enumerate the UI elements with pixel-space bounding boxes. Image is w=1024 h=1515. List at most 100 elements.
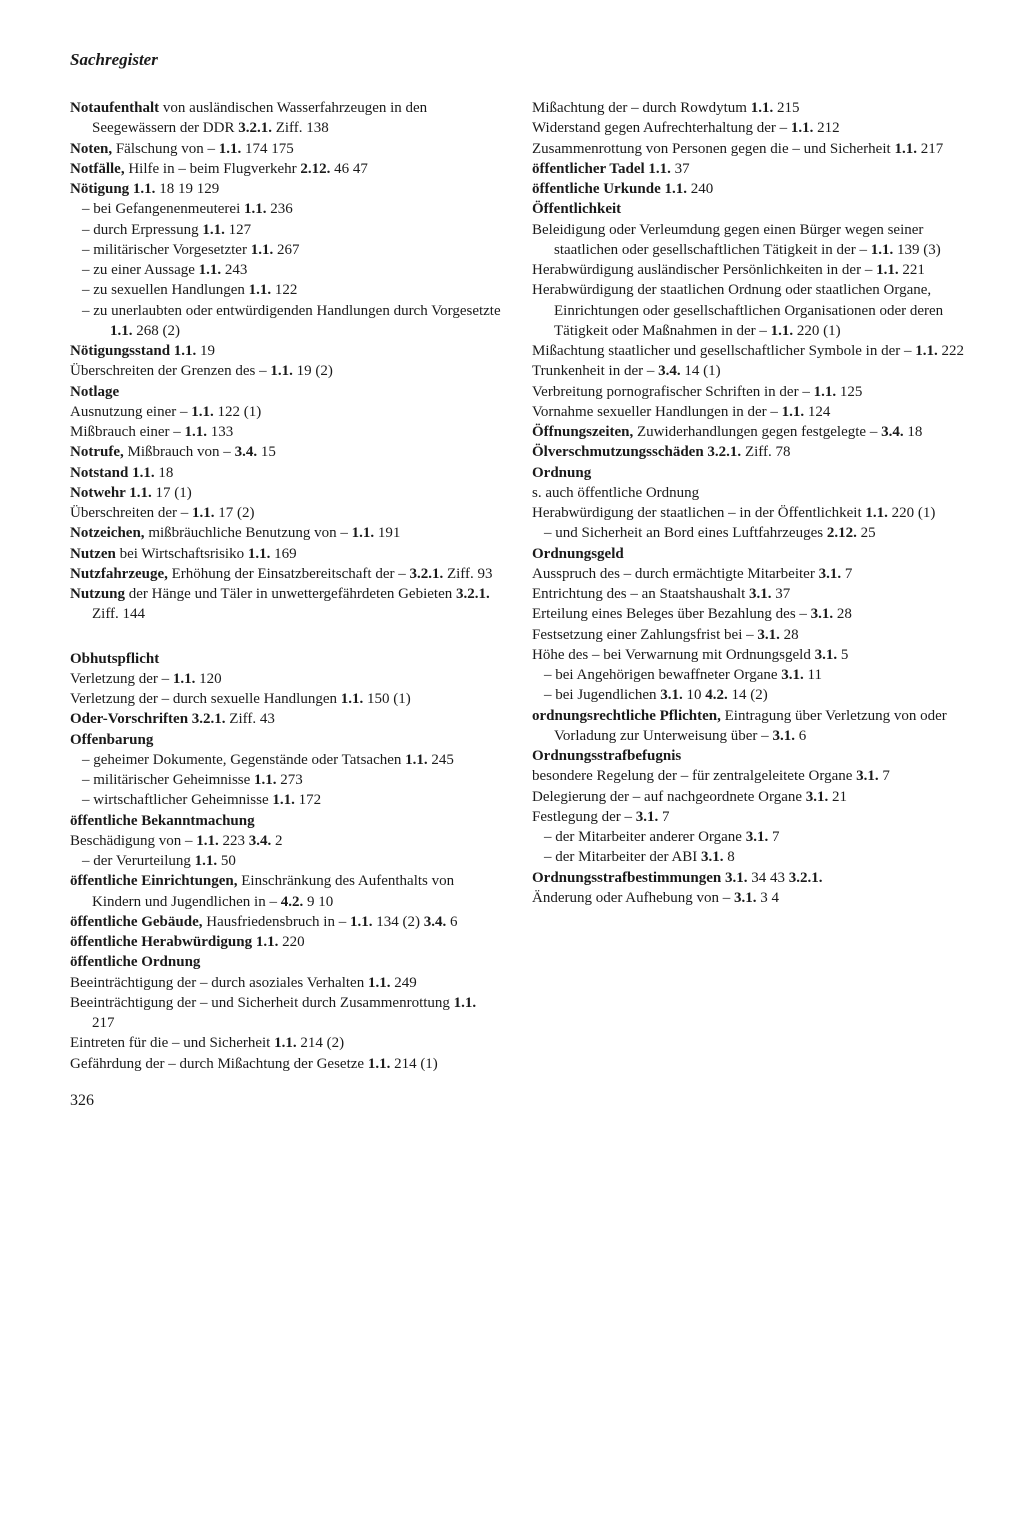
- index-entry: – und Sicherheit an Bord eines Luftfahrz…: [532, 523, 964, 543]
- bold-text: Nutzfahrzeuge,: [70, 566, 168, 582]
- index-entry: – durch Erpressung 1.1. 127: [70, 220, 502, 240]
- index-entry: öffentliche Gebäude, Hausfriedensbruch i…: [70, 912, 502, 932]
- index-entry: – zu sexuellen Handlungen 1.1. 122: [70, 280, 502, 300]
- index-entry: Höhe des – bei Verwarnung mit Ordnungsge…: [532, 645, 964, 665]
- bold-text: 3.1.: [636, 809, 659, 825]
- index-entry: öffentliche Ordnung: [70, 952, 502, 972]
- index-entry: – der Mitarbeiter anderer Organe 3.1. 7: [532, 827, 964, 847]
- bold-text: 1.1.: [202, 222, 225, 238]
- index-entry: Nutzfahrzeuge, Erhöhung der Einsatzberei…: [70, 564, 502, 584]
- bold-text: 1.1.: [270, 363, 293, 379]
- index-entry: Notstand 1.1. 18: [70, 463, 502, 483]
- bold-text: 1.1.: [876, 262, 899, 278]
- index-entry: Öffnungszeiten, Zuwiderhandlungen gegen …: [532, 422, 964, 442]
- index-entry: Beschädigung von – 1.1. 223 3.4. 2: [70, 831, 502, 851]
- bold-text: öffentliche Einrichtungen,: [70, 873, 238, 889]
- bold-text: Ölverschmutzungsschäden 3.2.1.: [532, 444, 741, 460]
- bold-text: öffentliche Gebäude,: [70, 914, 203, 930]
- bold-text: 1.1.: [219, 141, 242, 157]
- index-entry: Oder-Vorschriften 3.2.1. Ziff. 43: [70, 709, 502, 729]
- index-entry: Ordnungsgeld: [532, 544, 964, 564]
- bold-text: 3.1.: [757, 627, 780, 643]
- bold-text: Ordnungsgeld: [532, 546, 624, 562]
- bold-text: 1.1.: [251, 242, 274, 258]
- bold-text: 3.1.: [772, 728, 795, 744]
- bold-text: 1.1.: [454, 995, 477, 1011]
- index-entry: Obhutspflicht: [70, 649, 502, 669]
- bold-text: 1.1.: [894, 141, 917, 157]
- index-entry: Beeinträchtigung der – durch asoziales V…: [70, 973, 502, 993]
- bold-text: Notaufenthalt: [70, 100, 159, 116]
- left-column: Notaufenthalt von ausländischen Wasserfa…: [70, 98, 502, 1074]
- bold-text: 1.1.: [274, 1035, 297, 1051]
- index-entry: Herabwürdigung der staatlichen Ordnung o…: [532, 280, 964, 341]
- index-entry: öffentliche Herabwürdigung 1.1. 220: [70, 932, 502, 952]
- bold-text: 1.1.: [173, 671, 196, 687]
- bold-text: öffentliche Herabwürdigung 1.1.: [70, 934, 278, 950]
- index-entry: Notwehr 1.1. 17 (1): [70, 483, 502, 503]
- index-entry: Verletzung der – 1.1. 120: [70, 669, 502, 689]
- bold-text: 3.1.: [701, 849, 724, 865]
- index-entry: Mißachtung staatlicher und gesellschaftl…: [532, 341, 964, 361]
- index-entry: Entrichtung des – an Staatshaushalt 3.1.…: [532, 584, 964, 604]
- bold-text: 3.2.1.: [456, 586, 490, 602]
- index-entry: – geheimer Dokumente, Gegenstände oder T…: [70, 750, 502, 770]
- index-entry: Notlage: [70, 382, 502, 402]
- bold-text: 1.1.: [249, 282, 272, 298]
- index-columns: Notaufenthalt von ausländischen Wasserfa…: [70, 98, 964, 1074]
- index-entry: Notaufenthalt von ausländischen Wasserfa…: [70, 98, 502, 139]
- index-entry: Mißbrauch einer – 1.1. 133: [70, 422, 502, 442]
- bold-text: 1.1.: [751, 100, 774, 116]
- index-entry: – bei Jugendlichen 3.1. 10 4.2. 14 (2): [532, 685, 964, 705]
- bold-text: öffentliche Bekanntmachung: [70, 813, 255, 829]
- bold-text: 3.1.: [734, 890, 757, 906]
- index-entry: Nutzung der Hänge und Täler in unwetterg…: [70, 584, 502, 625]
- bold-text: 2.12.: [827, 525, 857, 541]
- bold-text: Oder-Vorschriften 3.2.1.: [70, 711, 226, 727]
- page-header: Sachregister: [70, 50, 964, 70]
- index-entry: Eintreten für die – und Sicherheit 1.1. …: [70, 1033, 502, 1053]
- bold-text: 3.2.1.: [409, 566, 443, 582]
- bold-text: 1.1.: [199, 262, 222, 278]
- index-entry: öffentliche Bekanntmachung: [70, 811, 502, 831]
- index-entry: – bei Angehörigen bewaffneter Organe 3.1…: [532, 665, 964, 685]
- bold-text: Obhutspflicht: [70, 651, 159, 667]
- bold-text: 1.1.: [865, 505, 888, 521]
- index-entry: Ölverschmutzungsschäden 3.2.1. Ziff. 78: [532, 442, 964, 462]
- index-entry: – der Verurteilung 1.1. 50: [70, 851, 502, 871]
- bold-text: 3.1.: [781, 667, 804, 683]
- index-entry: Delegierung der – auf nachgeordnete Orga…: [532, 787, 964, 807]
- bold-text: 2.12.: [300, 161, 330, 177]
- bold-text: 4.2.: [281, 894, 304, 910]
- index-entry: Überschreiten der – 1.1. 17 (2): [70, 503, 502, 523]
- bold-text: Nötigungsstand 1.1.: [70, 343, 196, 359]
- index-entry: – militärischer Vorgesetzter 1.1. 267: [70, 240, 502, 260]
- index-entry: Verbreitung pornografischer Schriften in…: [532, 382, 964, 402]
- bold-text: 1.1.: [185, 424, 208, 440]
- bold-text: 1.1.: [368, 1056, 391, 1072]
- bold-text: 1.1.: [771, 323, 794, 339]
- index-entry: Überschreiten der Grenzen des – 1.1. 19 …: [70, 361, 502, 381]
- index-entry: Ordnung: [532, 463, 964, 483]
- index-entry: öffentliche Urkunde 1.1. 240: [532, 179, 964, 199]
- index-entry: Noten, Fälschung von – 1.1. 174 175: [70, 139, 502, 159]
- bold-text: 1.1.: [110, 323, 133, 339]
- index-entry: Mißachtung der – durch Rowdytum 1.1. 215: [532, 98, 964, 118]
- bold-text: Notwehr 1.1.: [70, 485, 152, 501]
- index-entry: Nutzen bei Wirtschaftsrisiko 1.1. 169: [70, 544, 502, 564]
- index-entry: Gefährdung der – durch Mißachtung der Ge…: [70, 1054, 502, 1074]
- bold-text: 3.4.: [881, 424, 904, 440]
- bold-text: 3.4.: [424, 914, 447, 930]
- bold-text: Öffentlichkeit: [532, 201, 621, 217]
- bold-text: 1.1.: [782, 404, 805, 420]
- bold-text: 1.1.: [244, 201, 267, 217]
- bold-text: 3.1.: [811, 606, 834, 622]
- index-entry: s. auch öffentliche Ordnung: [532, 483, 964, 503]
- index-entry: Ausspruch des – durch ermächtigte Mitarb…: [532, 564, 964, 584]
- index-entry: Ordnungsstrafbefugnis: [532, 746, 964, 766]
- index-entry: – der Mitarbeiter der ABI 3.1. 8: [532, 847, 964, 867]
- bold-text: Ordnungsstrafbestimmungen 3.1.: [532, 870, 747, 886]
- bold-text: Notfälle,: [70, 161, 125, 177]
- bold-text: 1.1.: [341, 691, 364, 707]
- bold-text: 3.1.: [660, 687, 683, 703]
